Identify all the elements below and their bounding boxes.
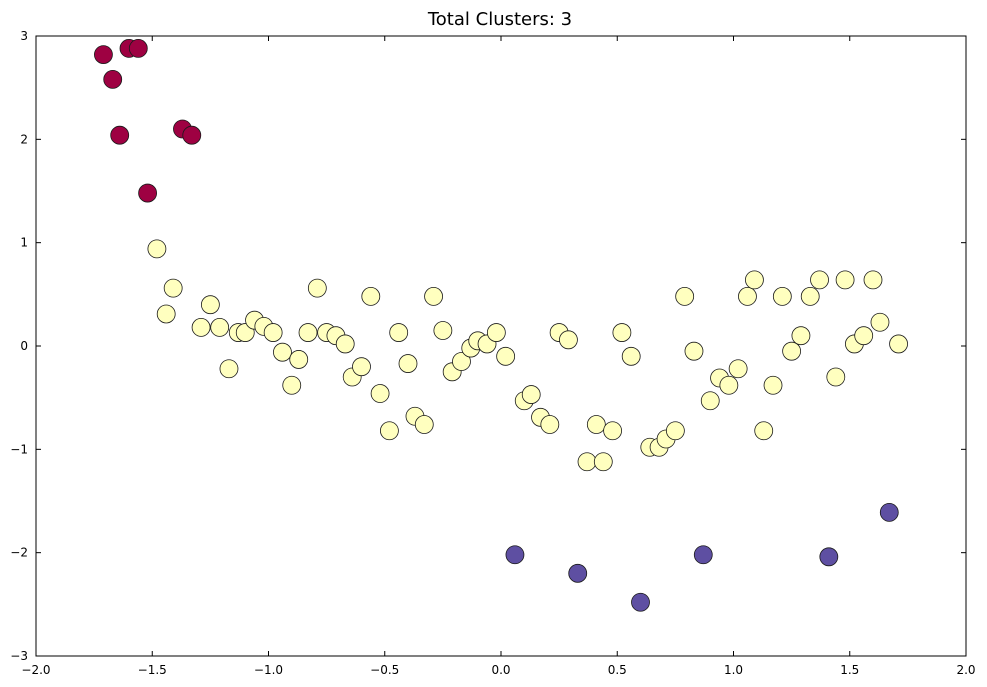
- cluster-2-point: [210, 317, 230, 337]
- cluster-2-point: [289, 350, 309, 369]
- cluster-2-point: [675, 286, 695, 306]
- cluster-2-point: [163, 278, 183, 298]
- x-tick-label: −1.5: [138, 663, 167, 677]
- plot-frame: [35, 35, 967, 657]
- cluster-2-point: [298, 323, 318, 342]
- cluster-2-point: [273, 342, 292, 362]
- x-tick-label: −0.5: [370, 663, 399, 677]
- cluster-2-point: [791, 326, 811, 346]
- y-tick-label: −2: [10, 546, 28, 560]
- x-tick-label: 1.0: [724, 663, 743, 677]
- cluster-2-point: [870, 312, 890, 332]
- cluster-2-point: [763, 375, 783, 395]
- cluster-2-point: [433, 321, 453, 340]
- cluster-2-point: [379, 421, 399, 441]
- x-tick-label: 0.5: [608, 663, 627, 677]
- cluster-2-point: [665, 421, 685, 441]
- cluster-3-point: [693, 545, 713, 565]
- data-points: [94, 39, 908, 612]
- cluster-2-point: [496, 346, 516, 366]
- cluster-2-point: [559, 330, 578, 350]
- cluster-2-point: [389, 323, 409, 342]
- cluster-2-point: [521, 385, 541, 404]
- x-tick-label: −1.0: [254, 663, 283, 677]
- cluster-3-point: [631, 592, 650, 612]
- cluster-2-point: [728, 359, 748, 379]
- cluster-2-point: [398, 354, 418, 373]
- cluster-2-point: [782, 341, 802, 361]
- cluster-2-point: [307, 278, 327, 298]
- cluster-1-point: [128, 39, 148, 58]
- cluster-2-point: [352, 357, 371, 377]
- cluster-3-point: [568, 563, 588, 583]
- x-tick-label: −2.0: [21, 663, 50, 677]
- cluster-1-point: [182, 125, 202, 145]
- cluster-2-point: [593, 452, 613, 472]
- cluster-1-point: [94, 45, 113, 64]
- cluster-2-point: [219, 359, 239, 379]
- axis-ticks: −2.0 −1.5 −1.0 −0.5 0.0 0.5 1.0 1.5 2.0 −3 −2 −1 0 1 2…: [10, 29, 975, 677]
- cluster-2-point: [810, 270, 829, 290]
- cluster-2-point: [263, 323, 283, 342]
- cluster-2-point: [745, 270, 764, 290]
- cluster-2-point: [889, 334, 908, 354]
- cluster-2-point: [282, 375, 302, 395]
- cluster-2-point: [738, 286, 757, 306]
- cluster-2-point: [754, 421, 774, 441]
- cluster-2-point: [621, 346, 641, 366]
- cluster-2-point: [200, 295, 220, 315]
- cluster-1-point: [103, 70, 123, 89]
- cluster-2-point: [684, 341, 704, 361]
- cluster-1-point: [110, 125, 130, 145]
- cluster-2-point: [826, 367, 846, 387]
- x-tick-label: 1.5: [840, 663, 859, 677]
- cluster-3-point: [819, 547, 839, 567]
- y-tick-label: 3: [20, 29, 28, 43]
- cluster-2-point: [361, 286, 381, 306]
- cluster-2-point: [603, 421, 622, 441]
- cluster-2-point: [335, 334, 355, 354]
- cluster-2-point: [486, 323, 506, 342]
- cluster-2-point: [370, 384, 390, 403]
- cluster-2-point: [414, 415, 434, 434]
- y-tick-label: −3: [10, 649, 28, 663]
- cluster-2-point: [835, 270, 855, 290]
- cluster-2-point: [700, 391, 720, 411]
- cluster-3-point: [505, 545, 525, 565]
- cluster-2-point: [147, 239, 167, 259]
- cluster-2-point: [540, 415, 560, 434]
- y-tick-label: −1: [10, 442, 28, 456]
- cluster-2-point: [424, 286, 443, 306]
- cluster-1-point: [138, 183, 158, 203]
- cluster-2-point: [586, 415, 606, 434]
- cluster-2-point: [772, 286, 792, 306]
- y-tick-label: 2: [20, 132, 28, 146]
- chart-title: Total Clusters: 3: [427, 9, 572, 30]
- cluster-2-point: [800, 286, 820, 306]
- y-tick-label: 0: [20, 339, 28, 353]
- cluster-3-point: [879, 502, 899, 522]
- cluster-2-point: [612, 323, 632, 342]
- x-tick-label: 2.0: [956, 663, 975, 677]
- cluster-2-point: [863, 270, 883, 290]
- cluster-2-point: [156, 304, 176, 324]
- cluster-2-point: [577, 452, 597, 472]
- y-tick-label: 1: [20, 236, 28, 250]
- cluster-2-point: [719, 375, 739, 395]
- cluster-2-point: [854, 326, 874, 346]
- cluster-2-point: [191, 317, 211, 337]
- cluster-2-point: [452, 352, 471, 371]
- x-tick-label: 0.0: [491, 663, 510, 677]
